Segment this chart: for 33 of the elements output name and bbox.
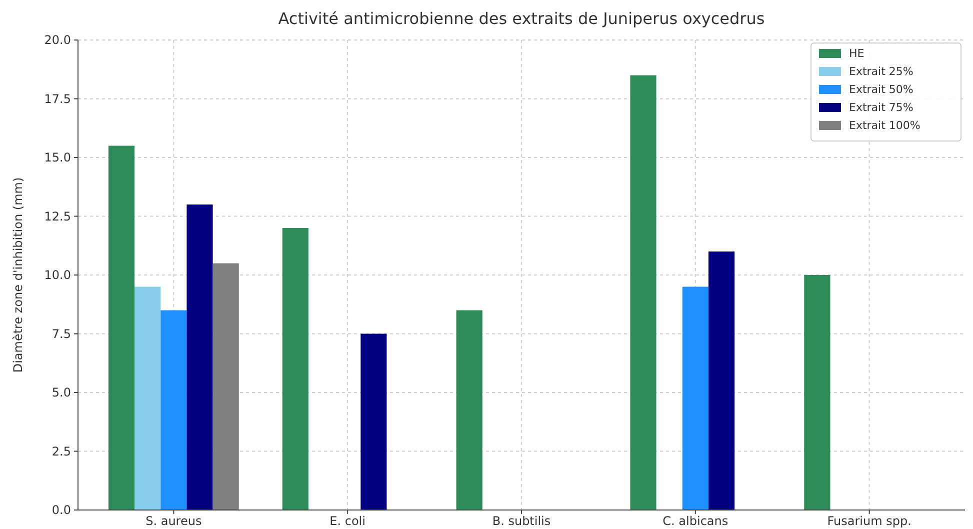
y-tick-label: 20.0	[44, 33, 71, 47]
y-tick-label: 17.5	[44, 92, 71, 106]
chart-title: Activité antimicrobienne des extraits de Juniperus oxycedrus	[278, 9, 765, 28]
y-tick-label: 10.0	[44, 268, 71, 282]
legend-label: Extrait 100%	[849, 119, 920, 132]
x-tick-label: Fusarium spp.	[827, 514, 912, 528]
legend-label: HE	[849, 47, 864, 60]
legend-label: Extrait 50%	[849, 83, 914, 96]
bar	[630, 75, 656, 510]
bar	[186, 204, 213, 510]
legend-label: Extrait 75%	[849, 101, 914, 114]
bar	[682, 286, 708, 510]
legend-label: Extrait 25%	[849, 65, 914, 78]
bar	[708, 252, 735, 510]
y-tick-label: 7.5	[52, 326, 71, 341]
bar	[360, 334, 387, 510]
bar	[282, 228, 308, 510]
y-tick-label: 12.5	[44, 209, 71, 224]
x-tick-label: C. albicans	[662, 514, 728, 528]
x-tick-label: E. coli	[330, 514, 366, 528]
bar	[108, 146, 135, 510]
x-tick-label: B. subtilis	[492, 514, 551, 528]
bar	[456, 310, 482, 510]
bar	[212, 263, 239, 510]
y-tick-label: 5.0	[52, 386, 71, 400]
y-tick-label: 15.0	[44, 150, 71, 164]
y-tick-label: 2.5	[52, 444, 71, 458]
y-axis-title: Diamètre zone d'inhibition (mm)	[11, 177, 25, 373]
bar	[160, 310, 187, 510]
x-tick-label: S. aureus	[146, 514, 202, 528]
bar	[134, 286, 161, 510]
y-tick-label: 0.0	[52, 503, 71, 517]
bar	[804, 275, 830, 510]
